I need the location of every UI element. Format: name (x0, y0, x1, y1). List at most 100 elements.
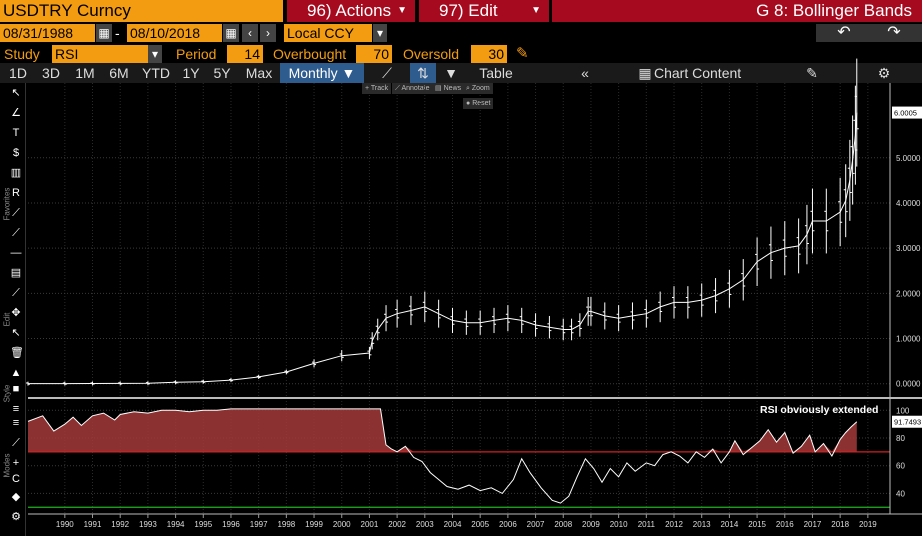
candle-chart-icon[interactable]: ⇅ (410, 63, 436, 83)
range-max[interactable]: Max (245, 65, 273, 81)
undo-icon[interactable]: ↶ (816, 24, 872, 42)
pen-icon[interactable]: ⟋ (12, 437, 20, 449)
move-icon[interactable]: ✥ (11, 307, 21, 319)
end-date-input[interactable]: 08/10/2018 (127, 24, 222, 42)
calendar-icon[interactable]: ▦ (96, 24, 112, 42)
bars-icon[interactable]: ▥ (10, 167, 22, 179)
x-tick-label: 2000 (333, 520, 351, 529)
gear-icon[interactable]: ⚙ (11, 511, 21, 523)
double-chevron-left-icon[interactable]: « (581, 65, 589, 81)
chevron-down-icon[interactable]: ▾ (148, 45, 162, 63)
table-button[interactable]: Table (479, 65, 513, 81)
crosshair-icon[interactable]: + (12, 457, 20, 469)
news-chip[interactable]: ▤ News (432, 83, 465, 94)
rsi-last-value-label: 91.7493 (894, 418, 921, 427)
draw-line-icon[interactable]: ∠ (11, 107, 21, 119)
rsi-last-value-box (892, 415, 922, 428)
rsi-panel: RSI obviously extended (27, 404, 890, 508)
calendar-icon[interactable]: ▦ (223, 24, 239, 42)
zoom-chip[interactable]: ⌕ Zoom (463, 83, 493, 94)
price-last-value-label: 6.0005 (894, 109, 917, 118)
x-tick-label: 1990 (56, 520, 74, 529)
annotate-label: Annotate (401, 85, 430, 92)
x-tick-label: 1994 (167, 520, 185, 529)
range-3d[interactable]: 3D (42, 65, 60, 81)
frequency-select[interactable]: Monthly ▼ (280, 63, 364, 83)
select-icon[interactable]: ↖ (11, 327, 21, 339)
oversold-input[interactable]: 30 (471, 45, 507, 63)
horizontal-line-icon[interactable]: — (10, 247, 22, 259)
brush-icon[interactable]: ⟋ (12, 287, 20, 299)
line-weight-icon[interactable]: ≡ (12, 417, 20, 429)
pointer-icon[interactable]: ↖ (11, 87, 21, 99)
period-input[interactable]: 14 (227, 45, 263, 63)
pencil-icon[interactable]: ✎ (516, 45, 529, 62)
x-tick-label: 2012 (665, 520, 683, 529)
annotate-chip[interactable]: ⟋ Annotate (392, 83, 433, 94)
range-1m[interactable]: 1M (75, 65, 95, 81)
line-style-icon[interactable]: ≡ (12, 403, 20, 415)
x-tick-label: 2003 (416, 520, 434, 529)
reset-label: Reset (472, 100, 491, 107)
text-tool-icon[interactable]: T (12, 127, 20, 139)
x-tick-label: 2006 (499, 520, 517, 529)
edit-icon[interactable]: ✎ (806, 65, 818, 81)
chevron-left-icon[interactable]: ‹ (242, 24, 258, 42)
chevron-right-icon[interactable]: › (260, 24, 276, 42)
x-tick-label: 1996 (222, 520, 240, 529)
line-chart-icon[interactable]: ⟋ (382, 65, 392, 81)
gear-icon[interactable]: ⚙ (877, 65, 891, 81)
color-palette-icon[interactable]: ◆ (11, 491, 21, 503)
chevron-down-icon: ▼ (531, 5, 541, 16)
overbought-input[interactable]: 70 (356, 45, 392, 63)
x-tick-label: 2019 (859, 520, 877, 529)
x-tick-label: 2005 (471, 520, 489, 529)
date-separator: - (115, 25, 120, 41)
price-tool-icon[interactable]: $ (12, 147, 20, 159)
x-tick-label: 1997 (250, 520, 268, 529)
x-tick-label: 2011 (638, 520, 656, 529)
track-chip[interactable]: + Track (362, 83, 392, 94)
price-last-value-box (892, 106, 922, 119)
redo-icon[interactable]: ↷ (866, 24, 922, 42)
rsi-y-tick-label: 100 (896, 406, 910, 415)
ruler-icon[interactable]: R (12, 187, 20, 199)
chevron-down-icon[interactable]: ▾ (373, 24, 387, 42)
trash-icon[interactable]: 🗑 (10, 347, 24, 359)
edit-menu[interactable]: 97) Edit ▼ (419, 0, 549, 22)
price-panel (26, 58, 859, 386)
study-select[interactable]: RSI (52, 45, 148, 63)
trend-line-icon[interactable]: ⟋ (12, 207, 20, 219)
reset-chip[interactable]: ● Reset (463, 98, 494, 109)
square-icon[interactable]: ■ (12, 383, 20, 395)
range-5y[interactable]: 5Y (213, 65, 231, 81)
x-tick-label: 2013 (693, 520, 711, 529)
range-ytd[interactable]: YTD (142, 65, 170, 81)
channel-icon[interactable]: ⟋ (12, 227, 20, 239)
fill-icon[interactable]: ▤ (10, 267, 22, 279)
x-tick-label: 2004 (444, 520, 462, 529)
x-tick-label: 1998 (277, 520, 295, 529)
overbought-label: Overbought (273, 46, 347, 62)
currency-select[interactable]: Local CCY (284, 24, 372, 42)
security-title[interactable]: USDTRY Curncy (0, 0, 283, 22)
x-tick-label: 2010 (610, 520, 628, 529)
price-y-tick-label: 0.0000 (896, 380, 921, 389)
chart-content-button[interactable]: Chart Content (654, 65, 742, 81)
range-1d[interactable]: 1D (9, 65, 27, 81)
x-tick-label: 1993 (139, 520, 157, 529)
x-tick-label: 1995 (194, 520, 212, 529)
range-1y[interactable]: 1Y (182, 65, 200, 81)
color-icon[interactable]: ▲ (10, 367, 22, 379)
x-tick-label: 2008 (554, 520, 572, 529)
mode-c-icon[interactable]: C (12, 473, 20, 485)
chevron-down-icon[interactable]: ▼ (444, 65, 458, 81)
start-date-input[interactable]: 08/31/1988 (0, 24, 95, 42)
chart-toolbar: 1D 3D 1M 6M YTD 1Y 5Y Max Monthly ▼ ⟋ ⇅ … (0, 63, 922, 83)
x-tick-label: 2007 (527, 520, 545, 529)
x-tick-label: 2014 (720, 520, 738, 529)
actions-menu[interactable]: 96) Actions ▼ (287, 0, 415, 22)
rsi-annotation: RSI obviously extended (760, 404, 878, 416)
range-6m[interactable]: 6M (109, 65, 129, 81)
